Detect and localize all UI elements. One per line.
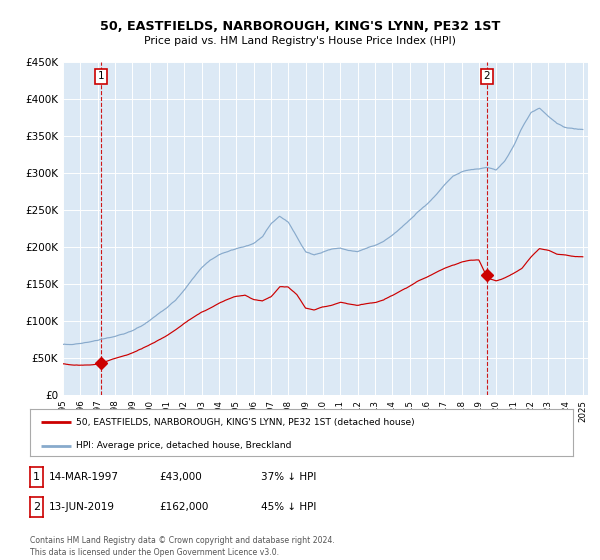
Text: 2: 2 — [484, 72, 490, 81]
Text: 1: 1 — [33, 472, 40, 482]
Text: HPI: Average price, detached house, Breckland: HPI: Average price, detached house, Brec… — [76, 441, 292, 450]
Text: Price paid vs. HM Land Registry's House Price Index (HPI): Price paid vs. HM Land Registry's House … — [144, 36, 456, 46]
Text: 50, EASTFIELDS, NARBOROUGH, KING'S LYNN, PE32 1ST (detached house): 50, EASTFIELDS, NARBOROUGH, KING'S LYNN,… — [76, 418, 415, 427]
Text: 14-MAR-1997: 14-MAR-1997 — [49, 472, 119, 482]
Text: £162,000: £162,000 — [159, 502, 208, 512]
Text: 37% ↓ HPI: 37% ↓ HPI — [261, 472, 316, 482]
Text: £43,000: £43,000 — [159, 472, 202, 482]
Text: Contains HM Land Registry data © Crown copyright and database right 2024.
This d: Contains HM Land Registry data © Crown c… — [30, 536, 335, 557]
Text: 2: 2 — [33, 502, 40, 512]
Text: 45% ↓ HPI: 45% ↓ HPI — [261, 502, 316, 512]
Text: 13-JUN-2019: 13-JUN-2019 — [49, 502, 115, 512]
Text: 50, EASTFIELDS, NARBOROUGH, KING'S LYNN, PE32 1ST: 50, EASTFIELDS, NARBOROUGH, KING'S LYNN,… — [100, 20, 500, 32]
Text: 1: 1 — [98, 72, 104, 81]
